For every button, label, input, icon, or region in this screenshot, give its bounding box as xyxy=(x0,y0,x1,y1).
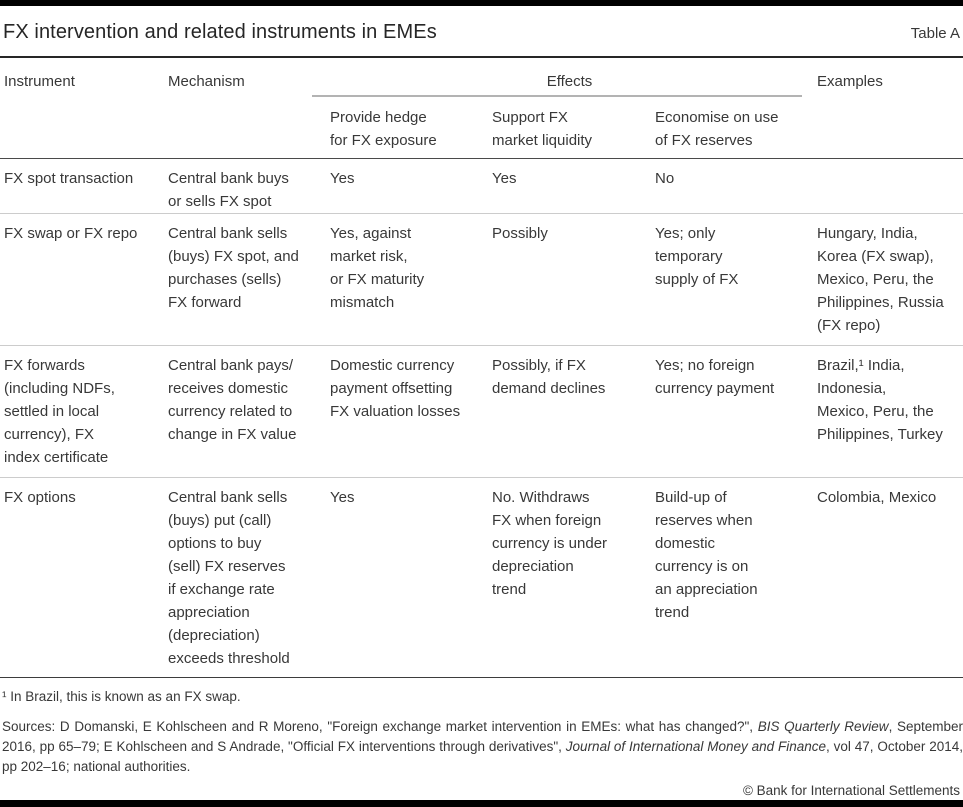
cell-liquidity: Possibly, if FX demand declines xyxy=(492,357,606,397)
table-row-fx-spot: FX spot transaction Central bank buys or… xyxy=(0,159,963,214)
table-label: Table A xyxy=(910,25,960,42)
cell-mechanism: Central bank sells (buys) FX spot, and p… xyxy=(168,225,299,311)
col-header-effects-group: Effects xyxy=(312,70,817,97)
col-subheader-market-liquidity: Support FX market liquidity xyxy=(492,109,593,149)
cell-hedge: Yes, against market risk, or FX maturity… xyxy=(330,225,425,311)
col-header-mechanism: Mechanism xyxy=(168,73,245,90)
col-subheader-provide-hedge: Provide hedge for FX exposure xyxy=(330,109,437,149)
header-row-sub: Provide hedge for FX exposure Support FX… xyxy=(0,95,963,158)
cell-examples: Brazil,¹ India, Indonesia, Mexico, Peru,… xyxy=(817,357,943,443)
table-row-fx-options: FX options Central bank sells (buys) put… xyxy=(0,478,963,678)
table-row-fx-swap-repo: FX swap or FX repo Central bank sells (b… xyxy=(0,214,963,346)
cell-liquidity: No. Withdraws FX when foreign currency i… xyxy=(492,489,608,598)
sources-text: Sources: D Domanski, E Kohlscheen and R … xyxy=(2,719,758,734)
table-title-row: FX intervention and related instruments … xyxy=(0,6,963,58)
cell-reserves: Yes; no foreign currency payment xyxy=(655,357,775,397)
header-row-main: Instrument Mechanism Effects Examples xyxy=(0,58,963,97)
cell-instrument: FX swap or FX repo xyxy=(4,225,138,242)
col-subheader-economise-reserves: Economise on use of FX reserves xyxy=(655,109,779,149)
cell-reserves: Build-up of reserves when domestic curre… xyxy=(655,489,758,621)
col-header-instrument: Instrument xyxy=(4,73,75,90)
cell-hedge: Yes xyxy=(330,170,355,187)
cell-liquidity: Yes xyxy=(492,170,517,187)
bottom-border-bar xyxy=(0,800,963,807)
top-border-bar xyxy=(0,0,963,6)
cell-reserves: No xyxy=(655,170,675,187)
cell-mechanism: Central bank sells (buys) put (call) opt… xyxy=(168,489,290,667)
sources-journal-jimf: Journal of International Money and Finan… xyxy=(565,739,826,754)
table-header: Instrument Mechanism Effects Examples Pr… xyxy=(0,58,963,159)
sources-text: , September 2016, pp 65–79; E Kohlscheen… xyxy=(2,719,963,754)
table-row-fx-forwards: FX forwards (including NDFs, settled in … xyxy=(0,346,963,478)
cell-hedge: Yes xyxy=(330,489,355,506)
footnote-brazil: ¹ In Brazil, this is known as an FX swap… xyxy=(2,689,241,704)
cell-liquidity: Possibly xyxy=(492,225,548,242)
cell-examples: Colombia, Mexico xyxy=(817,489,937,506)
col-header-examples: Examples xyxy=(817,73,883,90)
cell-reserves: Yes; only temporary supply of FX xyxy=(655,225,739,288)
sources-journal-bis-quarterly-review: BIS Quarterly Review xyxy=(757,719,889,734)
sources-note: Sources: D Domanski, E Kohlscheen and R … xyxy=(0,717,963,777)
cell-examples: Hungary, India, Korea (FX swap), Mexico,… xyxy=(817,225,944,334)
bis-copyright: © Bank for International Settlements xyxy=(742,783,960,798)
cell-instrument: FX spot transaction xyxy=(4,170,134,187)
cell-hedge: Domestic currency payment offsetting FX … xyxy=(330,357,461,420)
cell-instrument: FX forwards (including NDFs, settled in … xyxy=(4,357,115,466)
cell-mechanism: Central bank pays/ receives domestic cur… xyxy=(168,357,297,443)
cell-examples xyxy=(817,167,963,213)
cell-instrument: FX options xyxy=(4,489,76,506)
table-title: FX intervention and related instruments … xyxy=(3,21,437,43)
sources-text: , vol 47, October 2014, pp 202–16; natio… xyxy=(2,739,963,774)
cell-mechanism: Central bank buys or sells FX spot xyxy=(168,170,289,210)
